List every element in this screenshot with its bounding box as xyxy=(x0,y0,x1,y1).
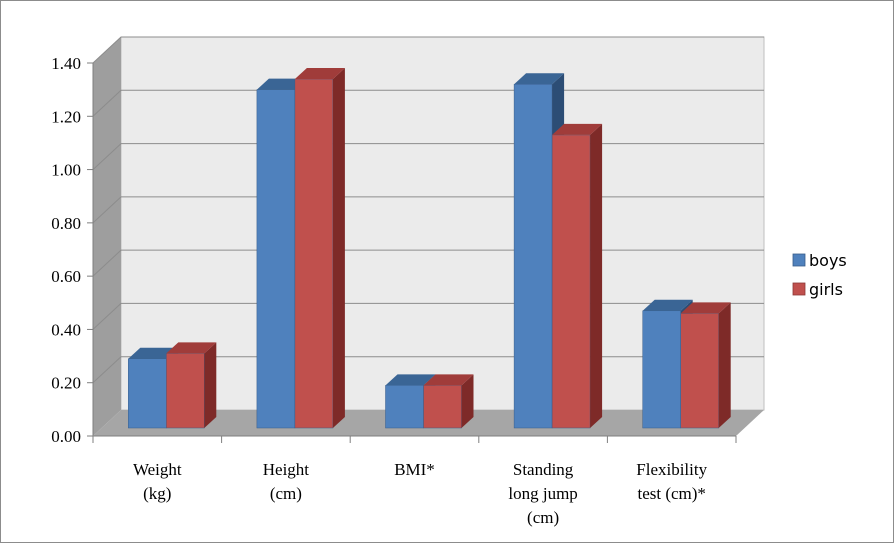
bar-front-face xyxy=(680,313,719,429)
y-tick-label: 0.00 xyxy=(51,427,81,446)
x-axis-labels: Weight (kg) Height (cm) BMI* Standing long jum… xyxy=(133,460,708,527)
bar-girls xyxy=(423,374,474,429)
gridline-side xyxy=(92,36,122,64)
bar-side-face xyxy=(461,374,474,428)
x-category-label: long jump xyxy=(508,484,577,503)
bar-front-face xyxy=(385,385,424,429)
bar-front-face xyxy=(551,134,591,429)
bar-front-face xyxy=(166,353,205,429)
y-tick-label: 0.20 xyxy=(51,374,81,393)
x-category-label: Weight xyxy=(133,460,182,479)
bars xyxy=(128,67,731,429)
legend-swatch-girls xyxy=(792,282,806,296)
bar-top-face xyxy=(642,299,693,311)
gridline-side xyxy=(92,356,122,384)
bar-side-face xyxy=(590,123,603,428)
bar-side-face xyxy=(718,302,731,428)
y-axis-ticks: 0.00 0.20 0.40 0.60 0.80 1.00 1.20 1.40 xyxy=(51,54,93,446)
bar-side-face xyxy=(204,342,217,428)
bar-top-face xyxy=(423,374,474,386)
bar-front-face xyxy=(256,89,296,429)
bar-top-face xyxy=(385,374,436,386)
y-tick-label: 1.40 xyxy=(51,54,81,73)
gridline-side xyxy=(92,196,122,224)
bar-top-face xyxy=(128,347,179,359)
bar-girls xyxy=(551,123,603,429)
y-tick-label: 0.80 xyxy=(51,214,81,233)
legend-label-boys: boys xyxy=(809,251,847,270)
bar-top-face xyxy=(552,123,603,135)
legend: boys girls xyxy=(792,251,847,299)
y-tick-label: 1.20 xyxy=(51,107,81,126)
x-category-label: Flexibility xyxy=(636,460,707,479)
bar-front-face xyxy=(423,385,462,429)
x-category-label: Height xyxy=(263,460,310,479)
side-wall xyxy=(93,37,121,436)
bar-girls xyxy=(680,302,731,429)
bar-front-face xyxy=(513,84,553,429)
bar-front-face xyxy=(128,358,167,429)
bar-top-face xyxy=(166,342,217,354)
x-category-label: BMI* xyxy=(394,460,435,479)
y-tick-label: 1.00 xyxy=(51,161,81,180)
x-category-label: (cm) xyxy=(527,508,559,527)
gridline-side xyxy=(92,249,122,277)
bar-top-face xyxy=(680,302,731,314)
bar-side-face xyxy=(332,67,345,428)
bar-front-face xyxy=(294,78,334,429)
gridlines xyxy=(92,36,764,443)
gridline-side xyxy=(92,143,122,170)
legend-label-girls: girls xyxy=(809,280,843,299)
gridline-side xyxy=(92,89,122,117)
y-tick-label: 0.40 xyxy=(51,320,81,339)
bar-girls xyxy=(294,67,345,429)
legend-swatch-boys xyxy=(792,253,806,267)
chart-walls xyxy=(93,36,765,436)
bar-top-face xyxy=(514,73,565,85)
bar-girls xyxy=(166,342,217,429)
gridline-side xyxy=(92,303,122,330)
x-category-label: test (cm)* xyxy=(637,484,705,503)
bar-top-face xyxy=(256,78,307,90)
bar-front-face xyxy=(642,310,681,429)
bar-top-face xyxy=(294,67,345,79)
x-category-label: Standing xyxy=(513,460,574,479)
x-category-label: (kg) xyxy=(143,484,171,503)
x-category-label: (cm) xyxy=(270,484,302,503)
y-tick-label: 0.60 xyxy=(51,267,81,286)
